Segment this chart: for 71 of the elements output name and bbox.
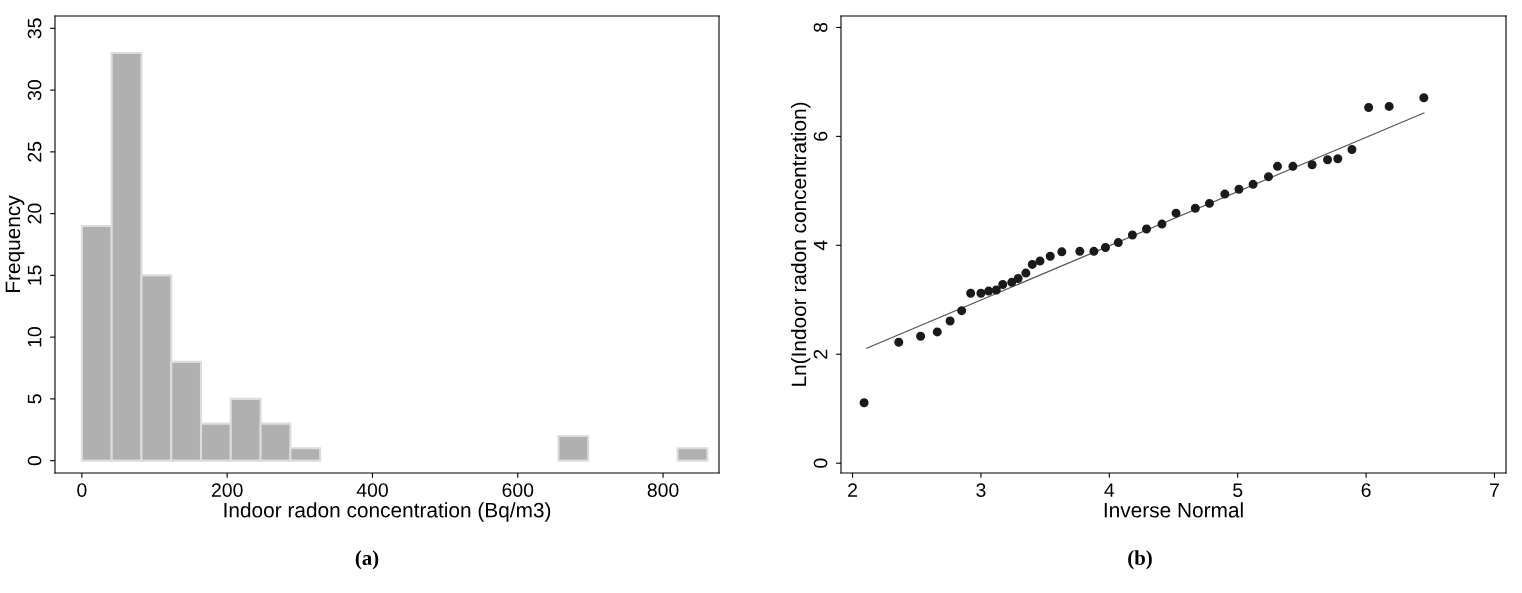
point: [894, 337, 904, 347]
y-tick-label: 4: [813, 240, 828, 251]
y-tick-label: 35: [27, 18, 42, 39]
point: [916, 331, 926, 341]
x-tick-label: 400: [356, 483, 388, 497]
point: [932, 327, 942, 337]
point: [957, 306, 967, 316]
point: [1157, 219, 1167, 229]
point: [1288, 161, 1298, 171]
point: [1113, 238, 1123, 248]
x-tick-label: 3: [976, 483, 986, 497]
x-tick-label: 0: [77, 483, 87, 497]
point: [1204, 198, 1214, 208]
point: [1013, 274, 1023, 284]
y-tick-label: 15: [27, 265, 42, 285]
point: [1171, 208, 1181, 218]
point: [1364, 103, 1374, 113]
point: [1190, 203, 1200, 213]
point: [1272, 161, 1282, 171]
point: [1007, 277, 1017, 287]
y-tick-label: 5: [27, 394, 42, 404]
point: [1127, 230, 1137, 240]
point: [1347, 144, 1357, 154]
x-tick-label: 4: [1104, 483, 1115, 497]
x-tick-label: 200: [211, 483, 243, 497]
point: [966, 288, 976, 298]
point: [991, 285, 1001, 295]
y-axis-title: Frequency: [5, 195, 25, 292]
y-tick-label: 20: [27, 203, 42, 224]
x-tick-label: 800: [647, 483, 679, 497]
point: [945, 316, 955, 326]
point: [1384, 101, 1394, 111]
y-tick-label: 8: [813, 22, 828, 32]
text: (a): [355, 550, 379, 570]
y-tick-label: 10: [27, 327, 42, 347]
x-axis-title: Indoor radon concentration (Bq/m3): [224, 502, 551, 522]
point: [1142, 224, 1152, 234]
x-tick-label: 5: [1233, 483, 1243, 497]
point: [998, 280, 1008, 290]
point: [1307, 160, 1317, 170]
y-tick-label: 0: [27, 456, 42, 466]
point: [1027, 259, 1037, 269]
point: [1045, 251, 1055, 261]
y-tick-label: 0: [813, 458, 828, 468]
point: [1100, 242, 1110, 252]
point: [1333, 154, 1343, 164]
x-tick-label: 2: [848, 483, 857, 497]
point: [1021, 268, 1031, 278]
point: [859, 398, 869, 408]
x-tick-label: 7: [1490, 483, 1499, 497]
point: [1323, 155, 1333, 165]
point: [1419, 93, 1429, 103]
point: [1248, 179, 1258, 189]
point: [976, 288, 986, 298]
point: [1220, 189, 1230, 199]
point: [1035, 256, 1045, 266]
x-axis-title: Inverse Normal: [1104, 502, 1243, 518]
y-tick-label: 25: [27, 141, 42, 162]
y-tick-label: 2: [813, 349, 828, 359]
y-tick-label: 6: [813, 131, 828, 141]
point: [984, 286, 994, 296]
point: [1234, 184, 1244, 194]
point: [1057, 247, 1067, 257]
text: (b): [1128, 550, 1152, 570]
point: [1264, 172, 1273, 182]
x-tick-label: 600: [502, 483, 534, 497]
x-tick-label: 6: [1361, 483, 1371, 497]
point: [1089, 246, 1099, 256]
y-tick-label: 30: [27, 80, 42, 101]
point: [1075, 246, 1085, 256]
y-axis-title: Ln(Indoor radon concentration): [790, 102, 811, 386]
